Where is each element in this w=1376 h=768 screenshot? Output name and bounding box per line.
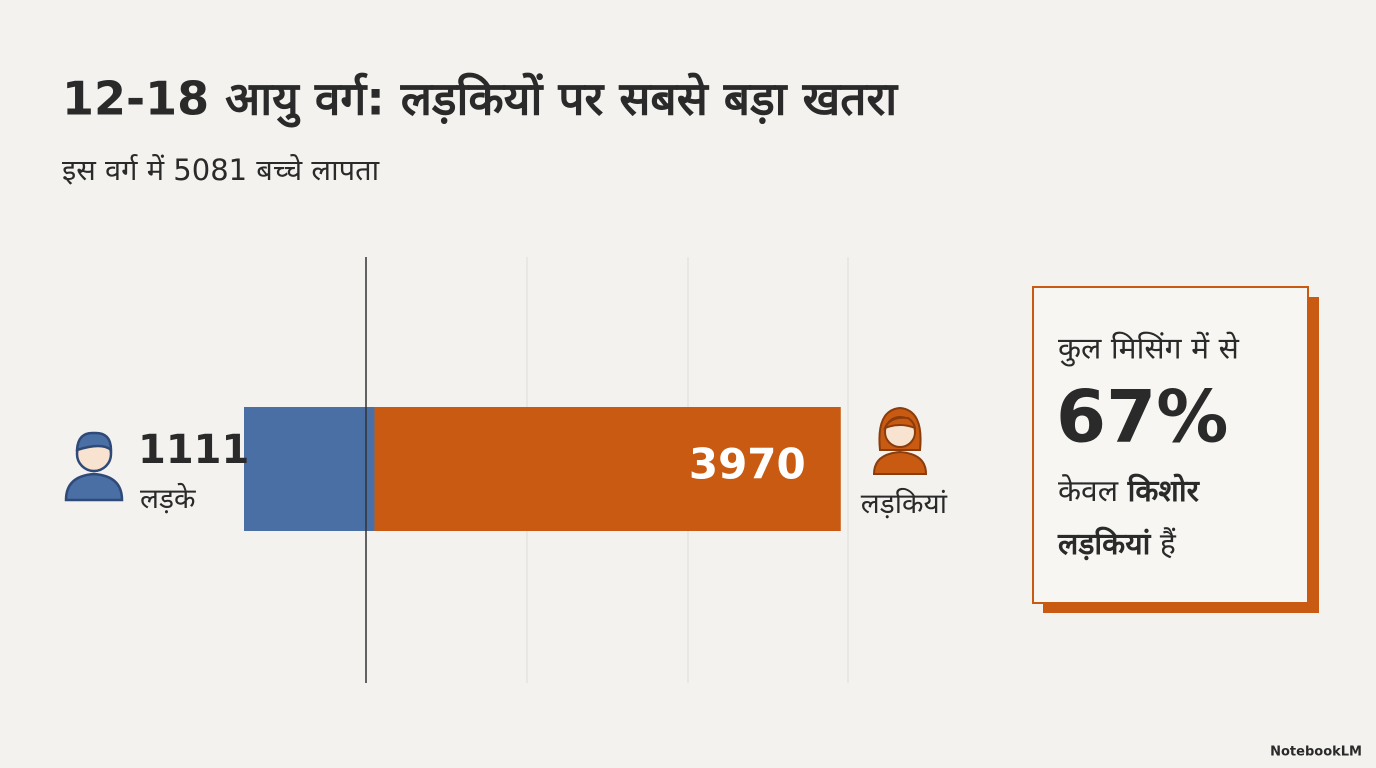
callout-box <box>1032 286 1309 604</box>
chart-title: 12-18 आयु वर्ग: लड़कियों पर सबसे बड़ा खत… <box>62 72 899 129</box>
girl-icon <box>872 406 928 475</box>
callout-line: कुल मिसिंग में से <box>1058 332 1240 368</box>
callout-line: केवल किशोर <box>1058 473 1201 509</box>
footer-logo: NotebookLM <box>1270 745 1362 760</box>
bar-segment <box>374 407 841 531</box>
series-label: लड़कियां <box>861 487 948 520</box>
chart-subtitle: इस वर्ग में 5081 बच्चे लापता <box>62 153 380 187</box>
bars <box>244 407 841 531</box>
series-label: लड़के <box>140 482 196 515</box>
boy-icon <box>64 431 124 502</box>
callout-text: केवल <box>1058 474 1119 509</box>
callout-highlight: 67% <box>1056 375 1228 459</box>
callout-text-bold: किशोर <box>1127 473 1201 509</box>
value-label: 3970 <box>689 440 806 489</box>
value-label: 1111 <box>138 427 249 473</box>
callout-text: हैं <box>1160 527 1177 562</box>
callout-text-bold: लड़कियां <box>1057 526 1152 562</box>
callout-line: लड़कियां हैं <box>1057 526 1177 562</box>
bar-segment <box>244 407 375 531</box>
